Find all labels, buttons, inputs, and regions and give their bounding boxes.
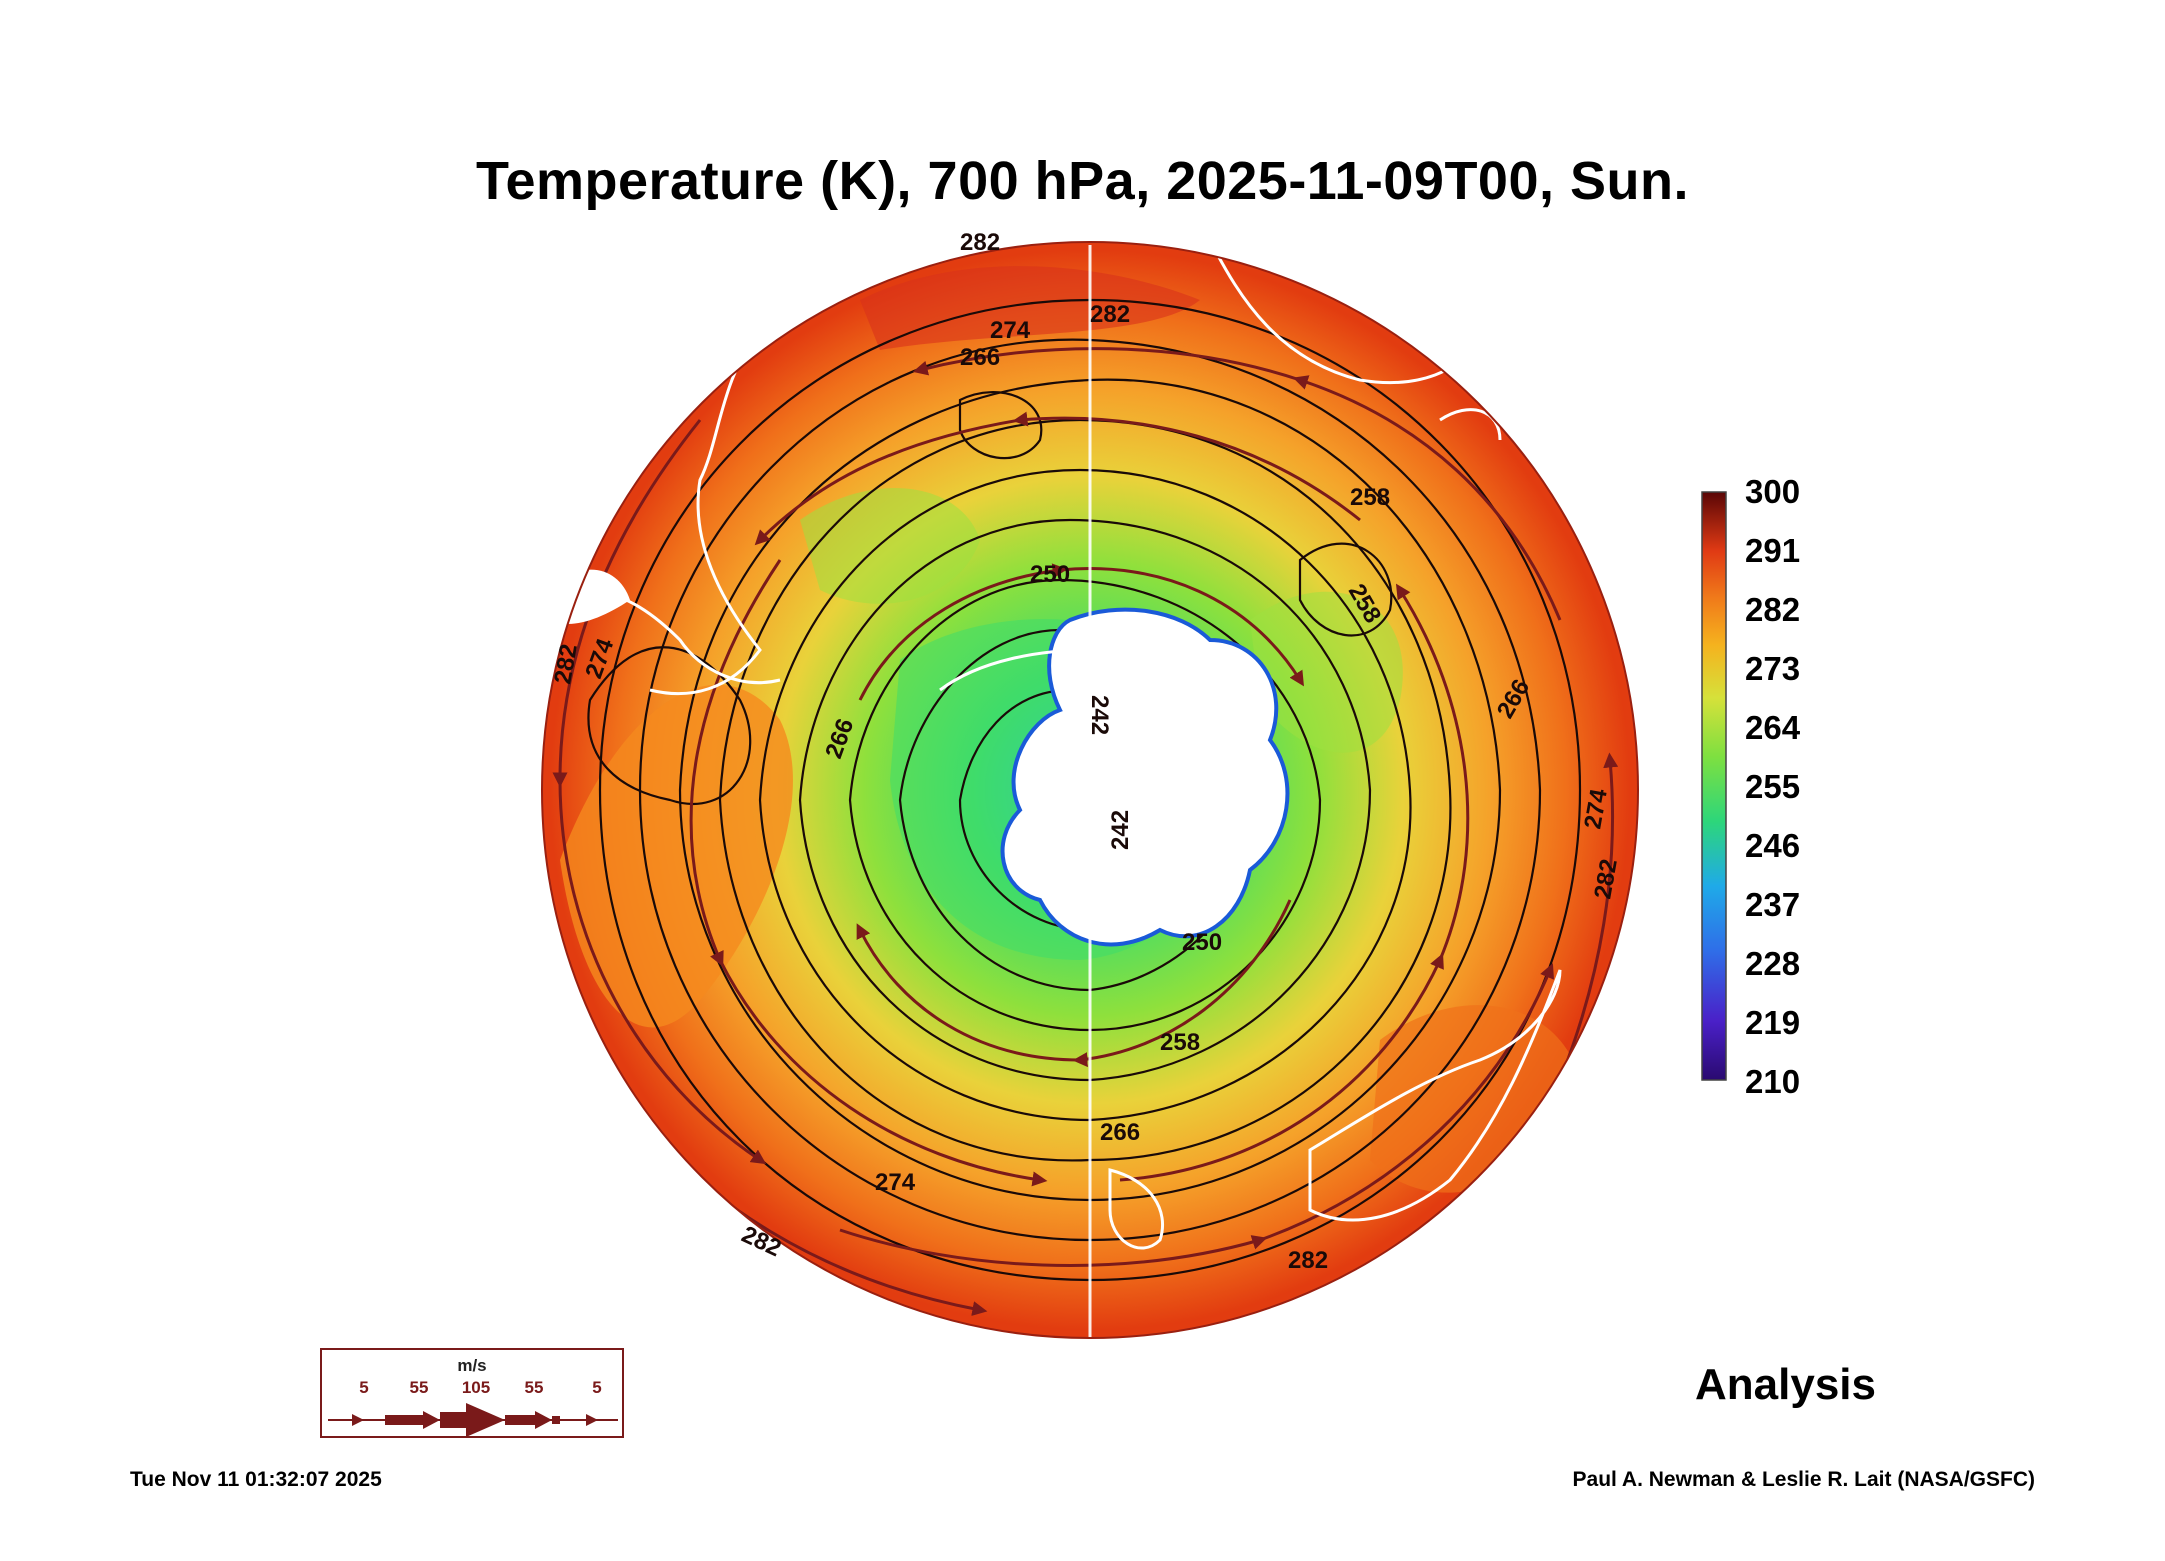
streamline bbox=[552, 419, 767, 1165]
colorbar-tick: 210 bbox=[1745, 1063, 1801, 1100]
streamline bbox=[856, 899, 1292, 1068]
credits: Paul A. Newman & Leslie R. Lait (NASA/GS… bbox=[1572, 1468, 2035, 1491]
panel-label: Analysis bbox=[1695, 1360, 1876, 1409]
timestamp: Tue Nov 11 01:32:07 2025 bbox=[130, 1468, 382, 1491]
contour-label: 274 bbox=[990, 317, 1031, 344]
contour-label: 242 bbox=[1107, 810, 1134, 850]
contour-label: 242 bbox=[1086, 695, 1113, 735]
coastlines bbox=[559, 242, 1562, 1338]
colorbar-tick: 246 bbox=[1745, 827, 1801, 864]
vector-legend-arrows bbox=[328, 1403, 618, 1437]
vector-arrow-5b bbox=[586, 1414, 598, 1426]
vector-legend-speed: 105 bbox=[461, 1378, 491, 1397]
colorbar-tick: 264 bbox=[1745, 709, 1801, 746]
streamline bbox=[839, 963, 1555, 1267]
coastline-australia bbox=[1308, 969, 1562, 1222]
vector-arrow-55-head bbox=[423, 1411, 440, 1429]
contour-label: 282 bbox=[960, 229, 1000, 256]
vector-legend-speed: 5 bbox=[359, 1378, 369, 1397]
streamline bbox=[1119, 583, 1470, 1182]
streamline bbox=[1558, 752, 1619, 1081]
streamline bbox=[912, 347, 1562, 621]
colorbar-tick: 273 bbox=[1745, 650, 1801, 687]
contour-label: 282 bbox=[1288, 1247, 1328, 1274]
vector-arrow-55b bbox=[505, 1415, 535, 1425]
vector-arrow-105 bbox=[440, 1412, 470, 1428]
coastline-south-america bbox=[649, 329, 762, 696]
coastline-madagascar bbox=[1439, 408, 1502, 441]
colorbar-tick: 237 bbox=[1745, 886, 1801, 923]
contour-label: 250 bbox=[1030, 561, 1070, 588]
isotherm bbox=[1298, 542, 1393, 637]
contour-label: 274 bbox=[875, 1169, 916, 1196]
map-title: Temperature (K), 700 hPa, 2025-11-09T00,… bbox=[475, 151, 1689, 211]
vector-legend: m/s 5 55 105 55 5 bbox=[320, 1348, 624, 1438]
coastline-new-zealand bbox=[1108, 1168, 1165, 1250]
colorbar-tick: 219 bbox=[1745, 1004, 1801, 1041]
contour-label: 266 bbox=[960, 344, 1000, 371]
colorbar-tick: 282 bbox=[1745, 591, 1801, 628]
vector-arrow-55 bbox=[385, 1415, 423, 1425]
contour-label: 258 bbox=[1350, 484, 1390, 511]
contour-label: 258 bbox=[1160, 1029, 1200, 1056]
map-border bbox=[541, 241, 1639, 1339]
streamline bbox=[754, 411, 1361, 546]
contour-label: 250 bbox=[1182, 929, 1222, 956]
warm-region-north bbox=[860, 266, 1200, 350]
vector-legend-speed: 55 bbox=[524, 1378, 544, 1397]
contour-label: 282 bbox=[1090, 301, 1130, 328]
colorbar-tick: 300 bbox=[1745, 473, 1801, 510]
vector-arrow-55b-head bbox=[535, 1411, 552, 1429]
vector-arrow-bar bbox=[552, 1416, 560, 1424]
vector-legend-speed: 5 bbox=[592, 1378, 602, 1397]
vector-arrow-5 bbox=[352, 1414, 364, 1426]
colorbar-tick: 291 bbox=[1745, 532, 1801, 569]
colorbar-tick: 228 bbox=[1745, 945, 1801, 982]
colorbar-tick: 255 bbox=[1745, 768, 1801, 805]
contour-label: 266 bbox=[1100, 1119, 1140, 1146]
vector-legend-speed: 55 bbox=[409, 1378, 429, 1397]
colorbar bbox=[1701, 491, 1727, 1081]
wind-streamlines bbox=[552, 347, 1619, 1316]
vector-legend-unit: m/s bbox=[457, 1356, 487, 1375]
streamline bbox=[858, 563, 1304, 701]
vector-arrow-105-head bbox=[466, 1403, 505, 1437]
